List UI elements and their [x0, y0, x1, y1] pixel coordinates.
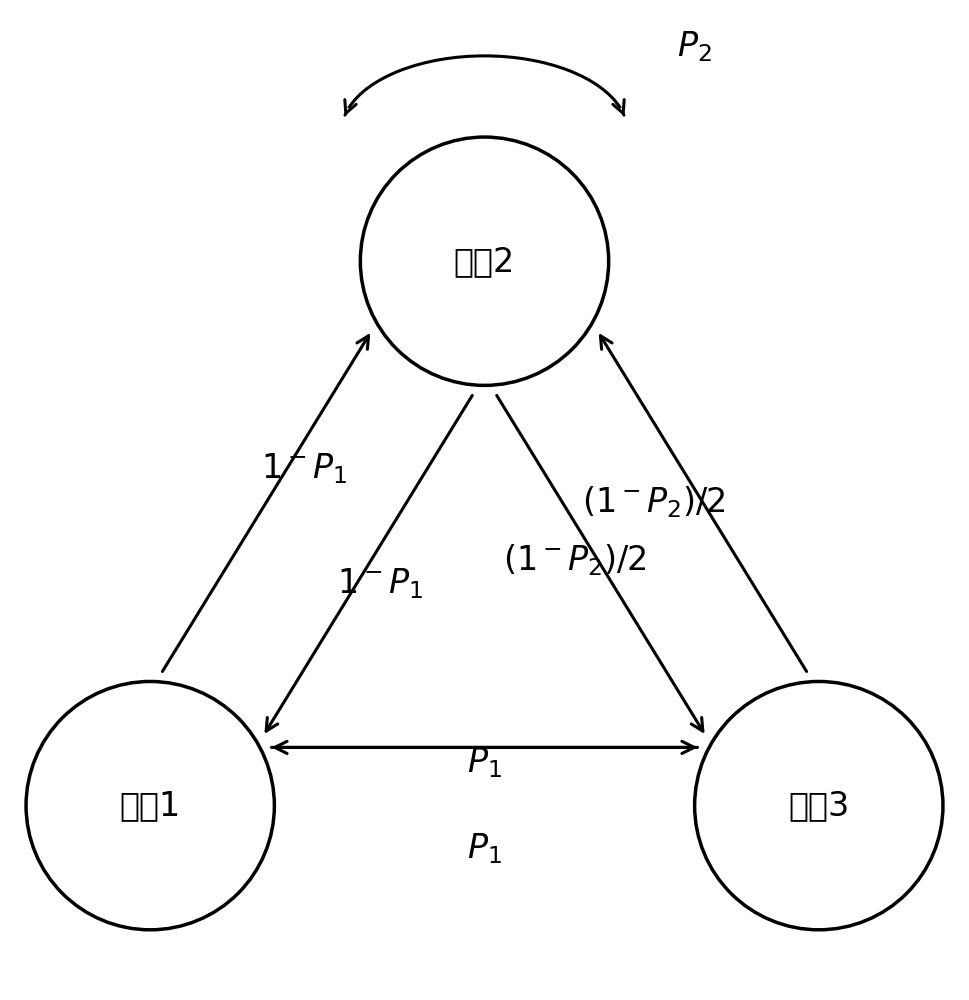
Circle shape	[360, 137, 609, 385]
Text: $P_2$: $P_2$	[677, 29, 712, 64]
Text: $P_1$: $P_1$	[467, 745, 502, 780]
Circle shape	[695, 681, 943, 930]
Circle shape	[26, 681, 274, 930]
Text: $(1\mathsf{^-}P_2)/2$: $(1\mathsf{^-}P_2)/2$	[503, 542, 646, 578]
Text: $1\mathsf{^-}P_1$: $1\mathsf{^-}P_1$	[336, 566, 422, 601]
Text: 状态1: 状态1	[119, 789, 181, 822]
Text: $1\mathsf{^-}P_1$: $1\mathsf{^-}P_1$	[262, 452, 347, 486]
Text: 状态2: 状态2	[453, 245, 516, 278]
Text: $P_1$: $P_1$	[467, 831, 502, 866]
Text: $(1\mathsf{^-}P_2)/2$: $(1\mathsf{^-}P_2)/2$	[582, 484, 726, 520]
Text: 状态3: 状态3	[788, 789, 850, 822]
